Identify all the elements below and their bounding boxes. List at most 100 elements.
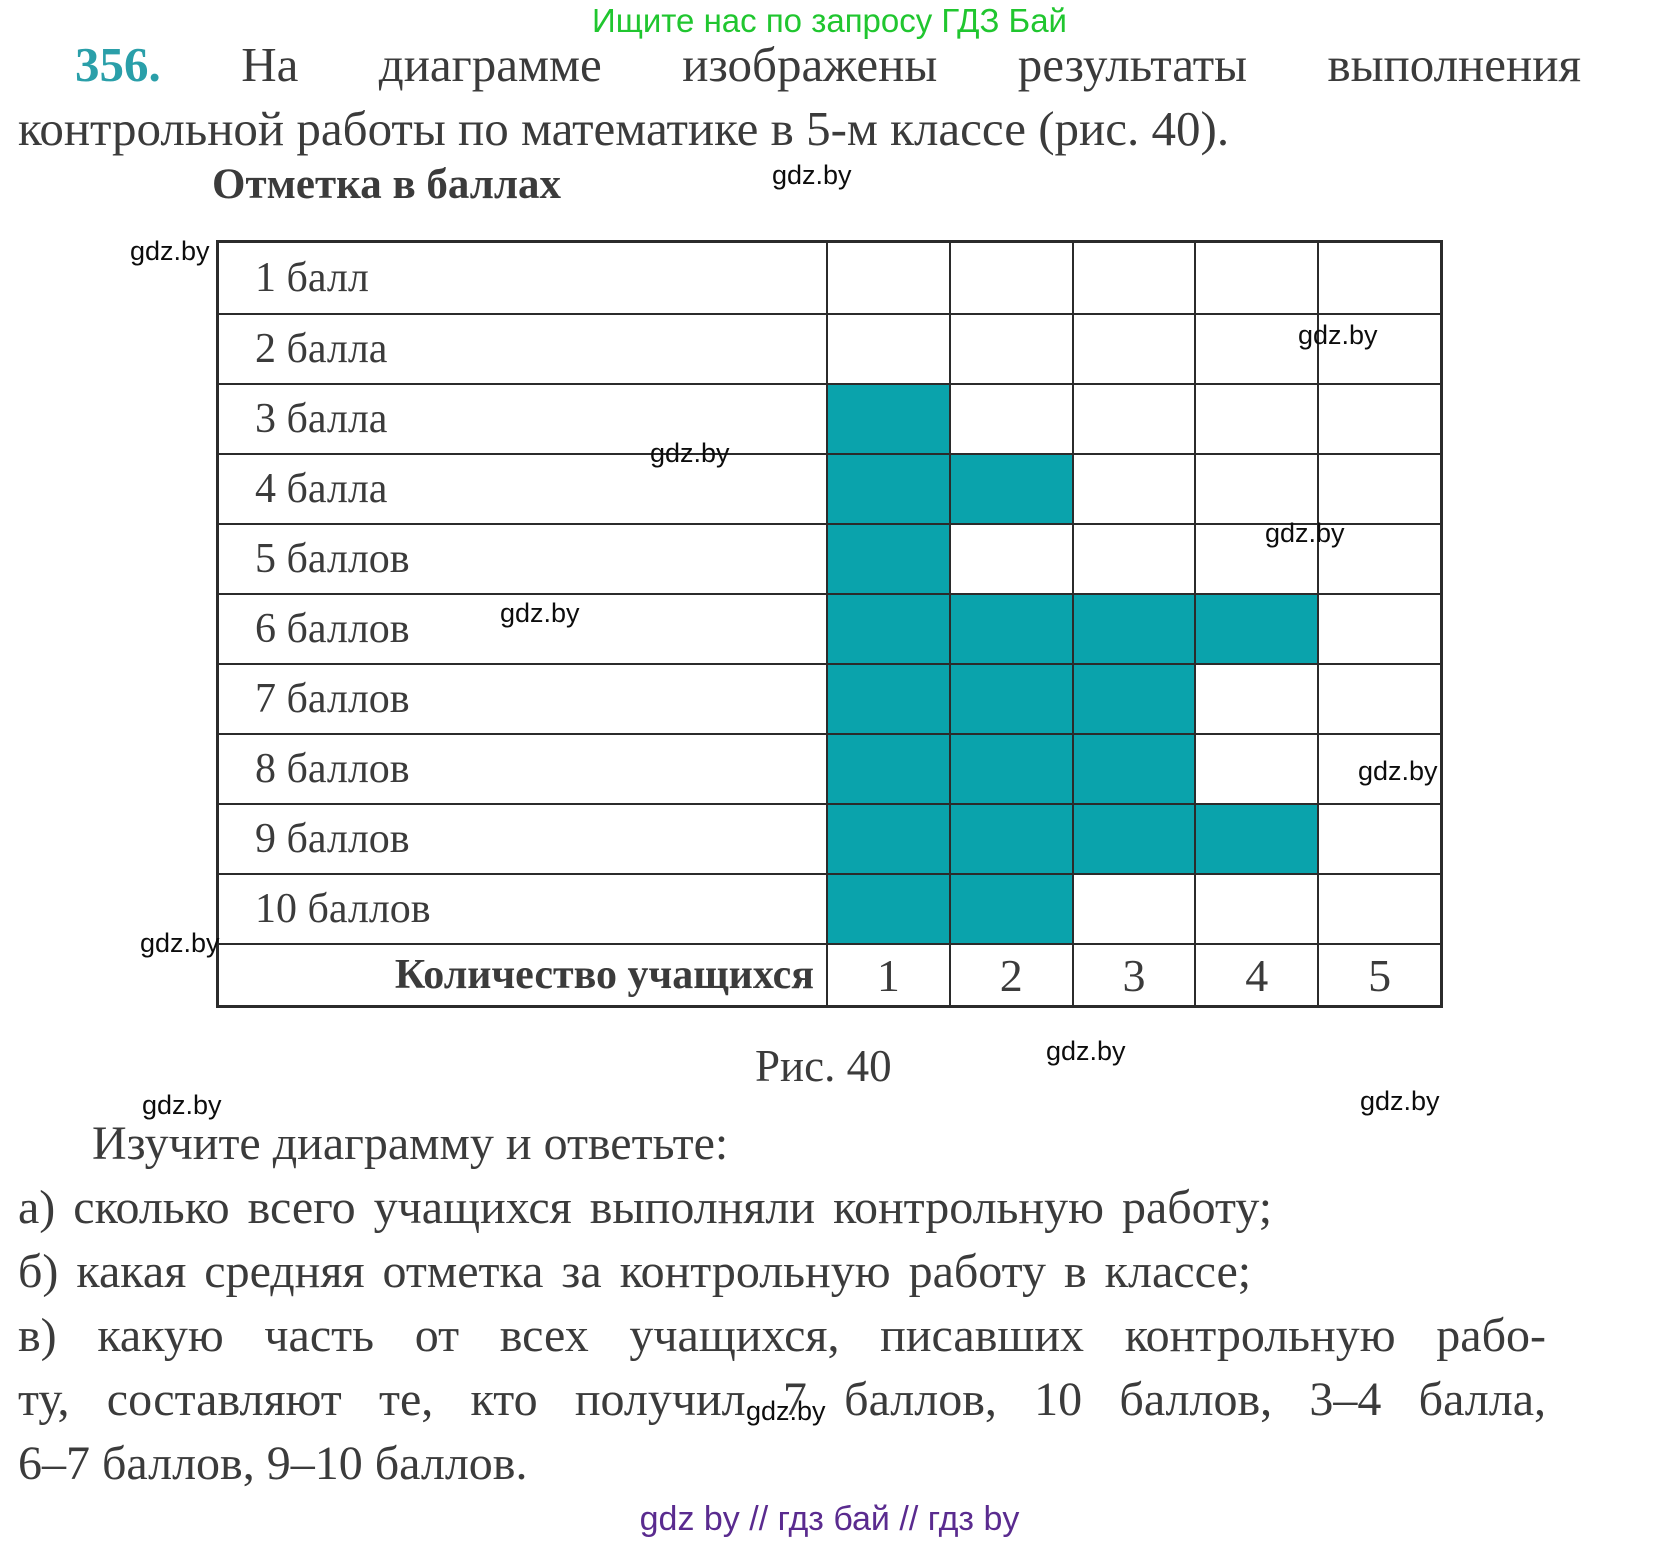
gdz-watermark: gdz.by (1358, 756, 1438, 786)
row-label: 2 балла (255, 326, 388, 372)
filled-cell (826, 875, 949, 943)
filled-cell (1071, 805, 1195, 873)
filled-cell (826, 595, 949, 663)
empty-cell (1071, 243, 1195, 313)
x-axis-tick: 5 (1317, 945, 1440, 1005)
filled-cell (948, 875, 1072, 943)
diagram-row: 10 баллов (219, 873, 1440, 943)
row-label: 9 баллов (255, 816, 410, 862)
figure-caption: Рис. 40 (755, 1041, 892, 1091)
empty-cell (1071, 525, 1195, 593)
empty-cell (1071, 315, 1195, 383)
empty-cell (1194, 525, 1317, 593)
row-label: 3 балла (255, 396, 388, 442)
x-axis-tick: 2 (948, 945, 1072, 1005)
question-a: а) сколько всего учащихся выполняли конт… (18, 1181, 1273, 1234)
filled-cell (948, 455, 1072, 523)
empty-cell (1194, 735, 1317, 803)
chart-title: Отметка в баллах (212, 161, 562, 208)
question-c-line2: ту, составляют те, кто получил 7 баллов,… (18, 1373, 1546, 1426)
gdz-watermark: gdz.by (772, 160, 852, 190)
site-banner: Ищите нас по запросу ГДЗ Бай (592, 2, 1067, 39)
filled-cell (826, 735, 949, 803)
gdz-watermark: gdz.by (142, 1090, 222, 1120)
row-label: 5 баллов (255, 536, 410, 582)
filled-cell (948, 805, 1072, 873)
gdz-watermark: gdz.by (1265, 518, 1345, 548)
diagram-row: 6 баллов (219, 593, 1440, 663)
gdz-watermark: gdz.by (1046, 1036, 1126, 1066)
filled-cell (948, 595, 1072, 663)
filled-cell (1194, 595, 1318, 663)
empty-cell (1071, 385, 1195, 453)
diagram-row: 4 балла (219, 453, 1440, 523)
empty-cell (1194, 243, 1317, 313)
empty-cell (1317, 595, 1440, 663)
empty-cell (1194, 315, 1317, 383)
gdz-watermark: gdz.by (650, 438, 730, 468)
empty-cell (948, 243, 1072, 313)
x-axis-tick: 3 (1071, 945, 1195, 1005)
question-c-line3: 6–7 баллов, 9–10 баллов. (18, 1437, 528, 1490)
diagram-row: 2 балла (219, 313, 1440, 383)
empty-cell (948, 525, 1072, 593)
diagram-row: 5 баллов (219, 523, 1440, 593)
filled-cell (1071, 735, 1195, 803)
filled-cell (826, 805, 949, 873)
row-label: 8 баллов (255, 746, 410, 792)
filled-cell (948, 735, 1072, 803)
site-footer-links: gdz by // гдз бай // гдз by (639, 1500, 1020, 1538)
gdz-watermark: gdz.by (1360, 1086, 1440, 1116)
empty-cell (1317, 665, 1440, 733)
diagram-row: 9 баллов (219, 803, 1440, 873)
empty-cell (1194, 455, 1317, 523)
gdz-watermark: gdz.by (746, 1396, 826, 1426)
question-c-line1: в) какую часть от всех учащихся, писавши… (18, 1309, 1546, 1362)
problem-statement-text: На диаграмме изображены результаты выпол… (241, 37, 1582, 92)
row-label: 4 балла (255, 466, 388, 512)
empty-cell (1317, 315, 1440, 383)
diagram-row: 3 балла (219, 383, 1440, 453)
filled-cell (826, 665, 949, 733)
empty-cell (1194, 385, 1317, 453)
filled-cell (1194, 805, 1318, 873)
x-axis-tick: 4 (1194, 945, 1317, 1005)
filled-cell (826, 455, 949, 523)
empty-cell (1317, 875, 1440, 943)
gdz-watermark: gdz.by (130, 236, 210, 266)
score-diagram-table: 1 балл 2 балла 3 балла 4 балла 5 баллов 6 бал… (216, 240, 1443, 1008)
empty-cell (1194, 875, 1317, 943)
questions-intro: Изучите диаграмму и ответьте: (92, 1117, 729, 1170)
empty-cell (1071, 875, 1195, 943)
empty-cell (826, 315, 949, 383)
row-label: 6 баллов (255, 606, 410, 652)
x-axis-tick: 1 (826, 945, 949, 1005)
diagram-footer-row: Количество учащихся 1 2 3 4 5 (219, 943, 1440, 1005)
empty-cell (1317, 735, 1440, 803)
empty-cell (1317, 805, 1440, 873)
question-b: б) какая средняя отметка за контрольную … (18, 1245, 1252, 1298)
empty-cell (826, 243, 949, 313)
filled-cell (1071, 595, 1195, 663)
empty-cell (948, 385, 1072, 453)
empty-cell (948, 315, 1072, 383)
gdz-watermark: gdz.by (1298, 320, 1378, 350)
diagram-row: 7 баллов (219, 663, 1440, 733)
gdz-watermark: gdz.by (140, 928, 220, 958)
filled-cell (948, 665, 1072, 733)
row-label: 7 баллов (255, 676, 410, 722)
empty-cell (1317, 243, 1440, 313)
empty-cell (1317, 455, 1440, 523)
row-label: 10 баллов (255, 886, 431, 932)
problem-statement-line1: 356. На диаграмме изображены результаты … (75, 36, 1581, 93)
problem-statement-line2: контрольной работы по математике в 5-м к… (18, 101, 1230, 156)
empty-cell (1317, 525, 1440, 593)
problem-number: 356. (75, 37, 161, 92)
diagram-row: 1 балл (219, 243, 1440, 313)
empty-cell (1071, 455, 1195, 523)
row-label: 1 балл (255, 255, 369, 301)
empty-cell (1194, 665, 1317, 733)
filled-cell (1071, 665, 1195, 733)
filled-cell (826, 525, 949, 593)
